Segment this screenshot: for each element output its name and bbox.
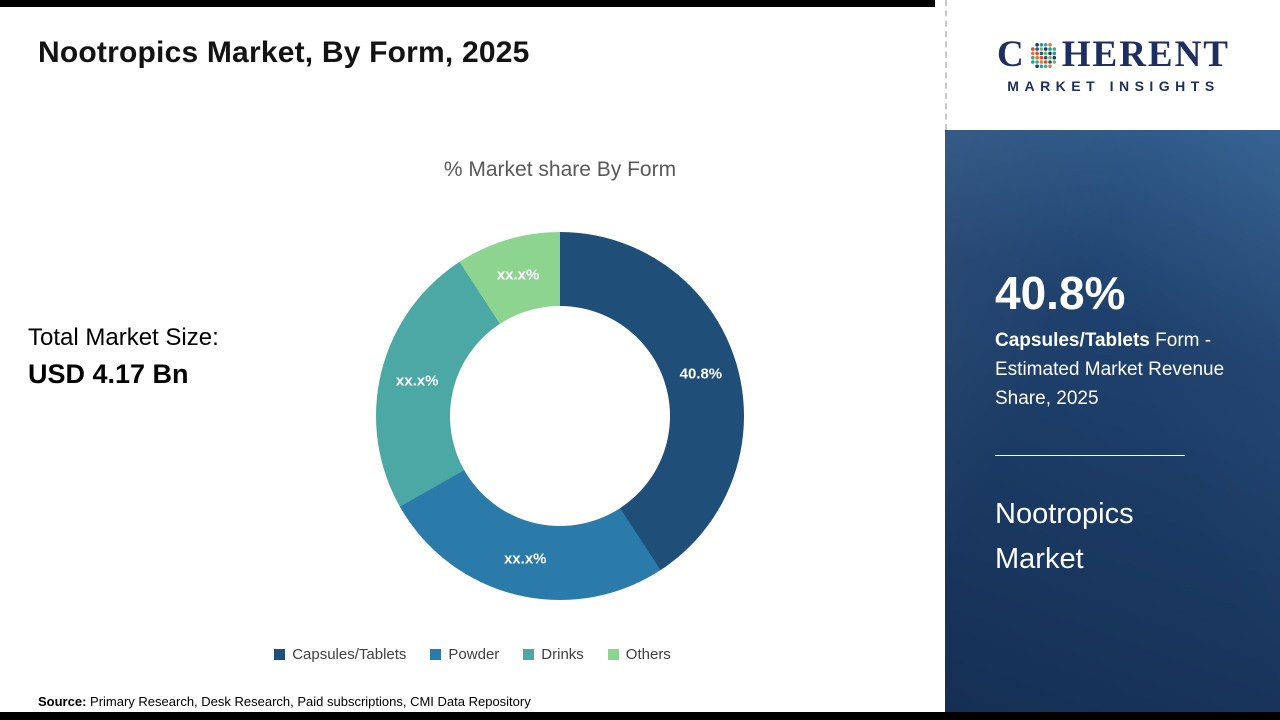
sidebar-stat-description: Capsules/Tablets Form - Estimated Market… [995,326,1230,413]
slice-label-others: xx.x% [496,266,540,284]
legend-item-capsules-tablets: Capsules/Tablets [274,646,406,663]
legend-label: Capsules/Tablets [292,646,407,663]
legend-swatch [430,649,442,660]
legend-label: Drinks [541,646,584,663]
source-label: Source: [38,694,87,709]
logo-area: C HERENT MARKET INSIGHTS [945,0,1280,130]
sidebar-divider [995,455,1185,456]
legend-item-others: Others [607,646,671,663]
source-text: Primary Research, Desk Research, Paid su… [86,694,531,709]
donut-chart: 40.8% xx.x% xx.x% xx.x% [376,232,744,600]
company-logo: C HERENT [997,36,1230,73]
sidebar-stat-value: 40.8% [995,267,1126,319]
logo-subline: MARKET INSIGHTS [1007,78,1220,94]
globe-dots-icon [1030,42,1056,68]
chart-title: % Market share By Form [443,158,677,181]
source-line: Source: Primary Research, Desk Research,… [38,694,531,709]
legend-item-drinks: Drinks [523,646,584,663]
legend-label: Powder [448,646,500,663]
highlight-sidebar: 40.8% Capsules/Tablets Form - Estimated … [945,130,1280,712]
legend-swatch [523,649,535,660]
sidebar-market-name: Nootropics Market [995,498,1134,575]
top-accent-bar [0,0,935,7]
bottom-accent-bar [0,712,1280,720]
slice-label-powder: xx.x% [503,550,547,568]
sidebar-stat-segment: Capsules/Tablets [995,330,1150,351]
legend-swatch [607,649,619,660]
page-title: Nootropics Market, By Form, 2025 [38,36,530,69]
logo-text-c: C [997,34,1026,75]
total-market-size-block: Total Market Size: USD 4.17 Bn [28,324,219,390]
total-market-size-label: Total Market Size: [28,324,219,351]
total-market-size-value: USD 4.17 Bn [28,359,189,389]
legend-item-powder: Powder [430,646,499,663]
logo-text-herent: HERENT [1061,34,1230,75]
sidebar-stat-rest: Form - Estimated Market Revenue Share, 2… [995,330,1225,409]
legend-label: Others [625,646,671,663]
slice-label-drinks: xx.x% [395,372,439,390]
chart-legend: Capsules/Tablets Powder Drinks Others [0,646,945,663]
slice-label-capsules-tablets: 40.8% [679,365,723,383]
legend-swatch [274,649,286,660]
donut-hole [450,306,670,526]
